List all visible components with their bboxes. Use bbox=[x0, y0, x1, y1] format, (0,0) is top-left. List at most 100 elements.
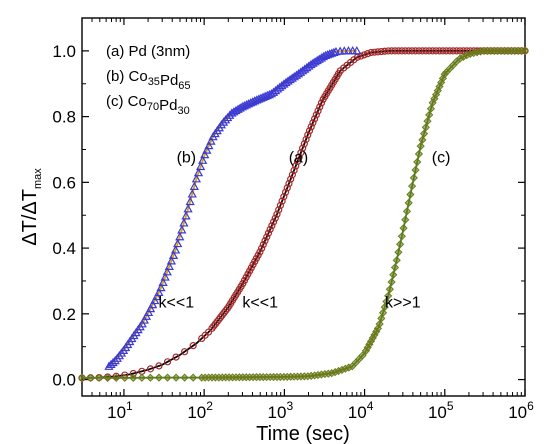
marker-b bbox=[177, 225, 187, 234]
x-tick-label-2: 103 bbox=[268, 399, 294, 422]
marker-a bbox=[439, 47, 447, 55]
marker-c bbox=[384, 291, 393, 301]
marker-a bbox=[276, 201, 285, 210]
y-axis-label-main: ΔT/ΔT bbox=[19, 189, 41, 246]
marker-c bbox=[385, 285, 394, 294]
marker-a bbox=[311, 115, 319, 123]
marker-a bbox=[261, 237, 269, 245]
marker-a bbox=[312, 111, 320, 119]
marker-a bbox=[304, 131, 312, 139]
y-axis-label-sub: max bbox=[32, 168, 44, 189]
marker-b bbox=[164, 261, 174, 270]
y-axis-label: ΔT/ΔTmax bbox=[19, 168, 44, 246]
y-tick-label-5: 1.0 bbox=[52, 42, 76, 61]
marker-c bbox=[404, 198, 413, 208]
marker-c bbox=[103, 373, 112, 383]
marker-b bbox=[183, 204, 193, 213]
marker-a bbox=[316, 103, 324, 111]
marker-b bbox=[185, 196, 195, 206]
marker-a bbox=[287, 175, 295, 183]
marker-c bbox=[146, 373, 155, 382]
annotation-0: (b) bbox=[177, 150, 197, 167]
annotation-2: (c) bbox=[432, 150, 451, 167]
marker-c bbox=[414, 149, 424, 159]
marker-a bbox=[425, 47, 433, 55]
marker-c bbox=[394, 248, 403, 257]
marker-a bbox=[384, 47, 392, 55]
marker-b bbox=[150, 295, 160, 305]
marker-b bbox=[158, 277, 168, 286]
marker-c bbox=[358, 351, 367, 360]
marker-a bbox=[452, 47, 461, 55]
marker-b bbox=[312, 55, 322, 65]
marker-b bbox=[154, 287, 164, 297]
marker-a bbox=[398, 47, 406, 55]
marker-b bbox=[145, 303, 156, 313]
marker-b bbox=[352, 46, 362, 55]
marker-c bbox=[520, 46, 530, 55]
marker-c bbox=[163, 373, 172, 382]
x-tick-label-3: 104 bbox=[348, 399, 374, 422]
data-markers bbox=[77, 46, 530, 383]
marker-a bbox=[268, 222, 276, 230]
marker-c bbox=[406, 190, 415, 199]
marker-c bbox=[120, 373, 129, 383]
marker-a bbox=[305, 127, 314, 135]
marker-b bbox=[175, 232, 185, 241]
marker-b bbox=[200, 149, 210, 159]
marker-a bbox=[146, 365, 155, 373]
marker-b bbox=[198, 155, 208, 164]
marker-b bbox=[148, 299, 158, 309]
legend-entry-1: (b) Co35Pd65 bbox=[106, 68, 191, 92]
marker-a bbox=[275, 206, 283, 214]
marker-a bbox=[271, 214, 279, 222]
marker-a bbox=[273, 210, 281, 218]
marker-c bbox=[137, 373, 146, 382]
annotation-3: k<<1 bbox=[159, 294, 195, 311]
annotation-5: k>>1 bbox=[385, 294, 421, 311]
y-tick-label-0: 0.0 bbox=[52, 371, 76, 390]
marker-b bbox=[329, 47, 339, 57]
marker-c bbox=[129, 373, 138, 382]
marker-a bbox=[377, 47, 385, 56]
marker-c bbox=[426, 104, 436, 113]
marker-a bbox=[391, 47, 399, 55]
marker-a bbox=[257, 244, 266, 252]
marker-c bbox=[401, 215, 410, 224]
legend: (a) Pd (3nm) (b) Co35Pd65(c) Co70Pd30 bbox=[106, 43, 191, 117]
plot-frame bbox=[81, 17, 526, 397]
marker-a bbox=[367, 48, 375, 57]
marker-b bbox=[168, 250, 179, 260]
marker-c bbox=[411, 165, 420, 175]
legend-entry-0: (a) Pd (3nm) bbox=[106, 43, 190, 60]
x-axis-label: Time (sec) bbox=[256, 423, 350, 444]
marker-a bbox=[300, 140, 308, 148]
marker-a bbox=[446, 47, 454, 55]
marker-a bbox=[456, 47, 464, 55]
marker-c bbox=[396, 240, 405, 249]
marker-b bbox=[181, 211, 191, 220]
marker-a bbox=[288, 171, 296, 179]
marker-a bbox=[181, 348, 189, 356]
marker-a bbox=[381, 47, 389, 55]
marker-b bbox=[187, 189, 197, 198]
marker-c bbox=[377, 314, 386, 323]
marker-a bbox=[266, 225, 274, 234]
x-tick-label-4: 105 bbox=[428, 399, 454, 422]
marker-c bbox=[86, 373, 95, 383]
marker-c bbox=[112, 373, 121, 383]
marker-a bbox=[401, 47, 409, 55]
marker-a bbox=[415, 47, 423, 55]
fit-curve-2 bbox=[82, 50, 525, 379]
marker-a bbox=[449, 47, 457, 55]
marker-b bbox=[166, 256, 177, 265]
marker-c bbox=[399, 224, 408, 233]
annotation-1: (a) bbox=[289, 150, 309, 167]
y-tick-label-4: 0.8 bbox=[52, 108, 76, 127]
marker-c bbox=[402, 207, 412, 216]
marker-c bbox=[94, 373, 104, 383]
marker-a bbox=[411, 47, 420, 55]
marker-a bbox=[432, 47, 440, 55]
marker-b bbox=[179, 218, 189, 227]
